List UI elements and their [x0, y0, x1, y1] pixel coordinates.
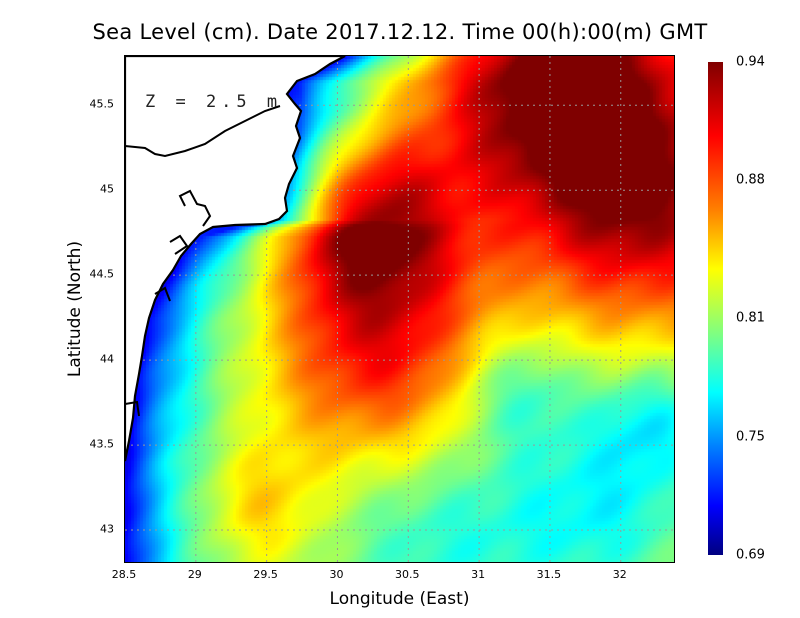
y-axis-label: Latitude (North) [65, 240, 85, 378]
colorbar-tick-label: 0.75 [736, 429, 765, 445]
colorbar-tick-label: 0.88 [736, 172, 765, 188]
estuary-line [125, 105, 281, 158]
y-tick-label: 45.5 [89, 97, 115, 111]
y-tick-label: 44 [100, 352, 114, 366]
y-tick-label: 43.5 [89, 437, 115, 451]
x-tick-label: 30.5 [395, 568, 420, 581]
x-tick-label: 29 [187, 568, 202, 581]
y-tick-label: 44.5 [89, 267, 115, 281]
x-tick-label: 29.5 [253, 568, 278, 581]
lagoon-line [154, 189, 212, 302]
x-tick-label: 31 [471, 568, 486, 581]
colorbar-tick-label: 0.69 [736, 547, 765, 563]
x-tick-label: 31.5 [536, 568, 562, 581]
map-plot-area [124, 55, 675, 563]
colorbar-tick-label: 0.81 [736, 310, 765, 326]
x-tick-label: 30 [329, 568, 344, 581]
river-line [125, 400, 140, 417]
x-tick-label: 32 [612, 568, 627, 581]
land-coastline [125, 56, 346, 462]
colorbar-tick-label: 0.94 [736, 54, 765, 70]
plot-title: Sea Level (cm). Date 2017.12.12. Time 00… [92, 20, 708, 44]
map-overlay [125, 56, 674, 562]
colorbar [708, 62, 723, 555]
y-tick-label: 45 [100, 182, 114, 196]
depth-label: Z = 2.5 m [145, 92, 283, 112]
x-axis-label: Longitude (East) [329, 589, 470, 609]
x-tick-label: 28.5 [111, 568, 137, 581]
y-tick-label: 43 [100, 522, 114, 536]
